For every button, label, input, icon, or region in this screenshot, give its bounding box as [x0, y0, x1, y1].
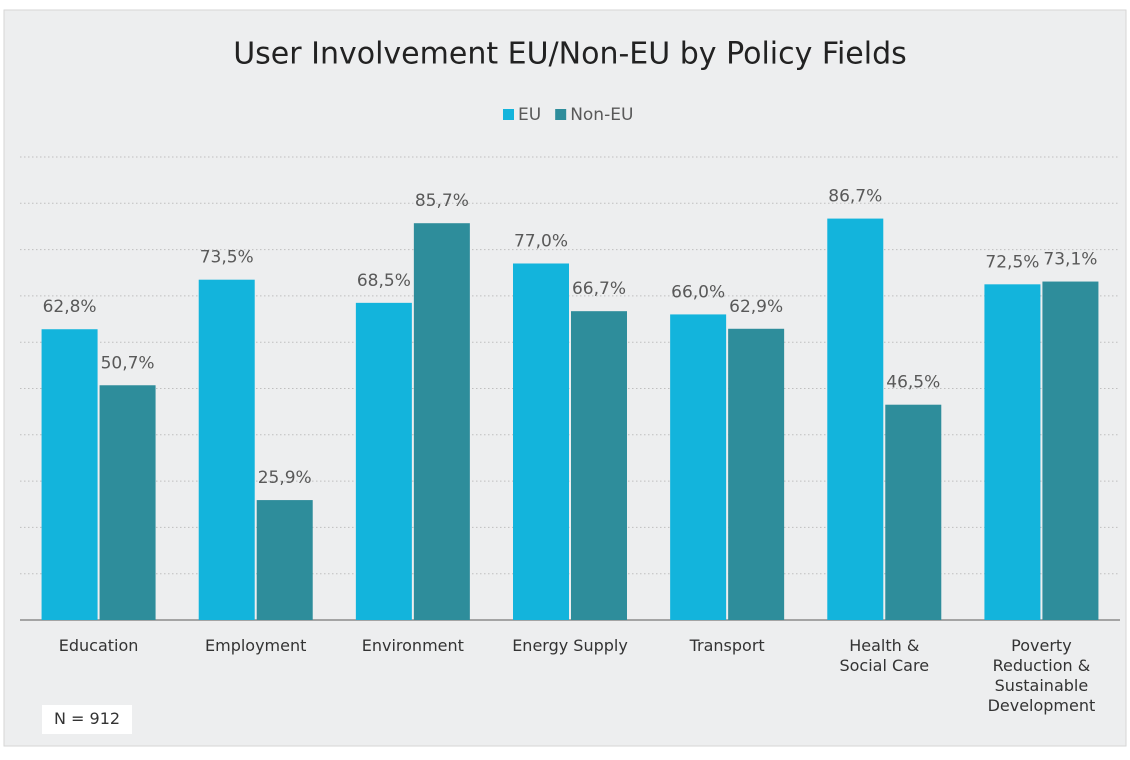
- data-label: 85,7%: [415, 191, 469, 211]
- legend-swatch: [555, 109, 567, 120]
- chart-title: User Involvement EU/Non-EU by Policy Fie…: [233, 37, 907, 72]
- bar: [885, 404, 942, 620]
- bar: [41, 329, 98, 620]
- data-label: 62,8%: [43, 297, 97, 317]
- data-label: 25,9%: [258, 468, 312, 488]
- bar: [984, 284, 1041, 620]
- bar: [670, 314, 727, 620]
- x-tick-label: Environment: [361, 636, 464, 655]
- x-tick-label: Transport: [689, 636, 765, 655]
- x-tick-label: Poverty Reduction & Sustainable Developm…: [987, 636, 1096, 715]
- legend-swatch: [503, 109, 514, 120]
- data-label: 66,7%: [572, 279, 626, 299]
- bar: [571, 311, 627, 620]
- bar: [728, 328, 785, 620]
- bar: [99, 385, 156, 620]
- data-label: 77,0%: [514, 231, 568, 251]
- data-label: 72,5%: [985, 252, 1039, 272]
- data-label: 73,1%: [1043, 250, 1097, 270]
- x-tick-label: Health & Social Care: [839, 636, 930, 675]
- data-label: 62,9%: [729, 297, 783, 317]
- bar: [355, 302, 412, 620]
- data-label: 66,0%: [671, 282, 725, 302]
- data-label: 46,5%: [886, 373, 940, 393]
- data-label: 73,5%: [200, 248, 254, 268]
- legend-label: Non-EU: [570, 105, 633, 125]
- x-tick-label: Education: [58, 636, 139, 655]
- data-label: 68,5%: [357, 271, 411, 291]
- bar: [827, 218, 884, 621]
- bar: [1042, 281, 1099, 620]
- bar: [256, 500, 313, 620]
- x-tick-label: Employment: [205, 636, 307, 655]
- legend-label: EU: [518, 105, 541, 125]
- bar: [413, 223, 470, 621]
- x-tick-label: Energy Supply: [512, 636, 628, 655]
- data-label: 86,7%: [828, 187, 882, 207]
- bar: [513, 263, 569, 620]
- bar: [198, 279, 255, 620]
- data-label: 50,7%: [101, 353, 155, 373]
- annotation: N = 912: [42, 705, 133, 734]
